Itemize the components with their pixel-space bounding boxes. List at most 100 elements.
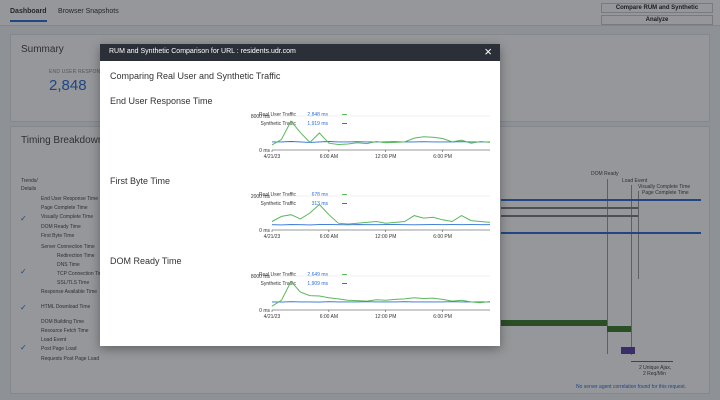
details-label: Details xyxy=(21,186,37,192)
legend-swatch xyxy=(342,274,347,275)
x-tick-label: 6:00 AM xyxy=(320,234,338,240)
summary-metric-label: END USER RESPONSE xyxy=(49,69,108,75)
y-tick-label: 2000 ms xyxy=(251,194,271,200)
check-icon[interactable]: ✓ xyxy=(20,343,27,352)
legend-label: Synthetic Traffic xyxy=(260,201,296,207)
legend-label: Synthetic Traffic xyxy=(260,121,296,127)
timing-row-label: Response Available Time xyxy=(41,289,98,295)
timing-row-label: Post Page Load xyxy=(41,346,77,352)
load-event-line xyxy=(631,185,632,355)
timing-row-label: DNS Time xyxy=(57,262,80,268)
ajax-note: 2 Unique Ajax, xyxy=(639,365,672,371)
legend-synthetic: Synthetic Traffic 1,919 ms xyxy=(218,121,348,128)
tab-browser-snapshots[interactable]: Browser Snapshots xyxy=(58,8,119,15)
x-tick-label: 6:00 PM xyxy=(433,314,452,320)
dom-ready-marker: DOM Ready xyxy=(591,171,619,177)
x-tick-label: 12:00 PM xyxy=(375,314,396,320)
x-tick-label: 4/21/23 xyxy=(264,314,281,320)
legend-value: 678 ms xyxy=(311,192,328,198)
y-tick-label: 0 ms xyxy=(259,308,270,314)
chart-svg: 2000 ms 0 ms4/21/23 6:00 AM 12:00 PM 6:00 PM xyxy=(251,194,491,240)
legend-label: Real User Traffic xyxy=(258,112,296,118)
line-chart: 2000 ms 0 ms 4/21/23 6:00 AM 12:00 PM 6:00 PM xyxy=(245,192,495,240)
page-complete-marker: Page Complete Time xyxy=(642,190,689,196)
real-user-series-line xyxy=(271,280,491,307)
legend-label: Synthetic Traffic xyxy=(260,281,296,287)
legend-real-user: Real User Traffic 678 ms xyxy=(218,192,348,199)
waterfall-bar xyxy=(631,361,673,362)
page-complete-line xyxy=(638,191,639,279)
close-icon[interactable]: × xyxy=(484,44,492,59)
check-icon[interactable]: ✓ xyxy=(20,214,27,223)
x-tick-label: 4/21/23 xyxy=(264,234,281,240)
x-tick-label: 12:00 PM xyxy=(375,234,396,240)
trends-label: Trends/ xyxy=(21,178,38,184)
x-tick-label: 4/21/23 xyxy=(264,154,281,160)
section-title: DOM Ready Time xyxy=(110,256,182,266)
timing-row-label: First Byte Time xyxy=(41,233,75,239)
y-tick-label: 8000 ms xyxy=(251,114,271,120)
legend-value: 313 ms xyxy=(311,201,328,207)
waterfall-bar xyxy=(501,215,638,217)
check-icon[interactable]: ✓ xyxy=(20,303,27,312)
legend-value: 2,848 ms xyxy=(307,112,328,118)
timing-row-label: Visually Complete Time xyxy=(41,214,94,220)
x-tick-label: 6:00 AM xyxy=(320,154,338,160)
timing-row-label: HTML Download Time xyxy=(41,304,91,310)
check-icon[interactable]: ✓ xyxy=(20,267,27,276)
tab-dashboard[interactable]: Dashboard xyxy=(10,8,47,22)
visually-complete-marker: Visually Complete Time xyxy=(638,184,691,190)
timing-row-label: Resource Fetch Time xyxy=(41,328,89,334)
comparison-modal: RUM and Synthetic Comparison for URL : r… xyxy=(100,44,500,346)
compare-rum-synthetic-button[interactable]: Compare RUM and Synthetic xyxy=(601,3,713,13)
y-tick-label: 0 ms xyxy=(259,228,270,234)
timing-row-label: DOM Building Time xyxy=(41,319,85,325)
analyze-button[interactable]: Analyze xyxy=(601,15,713,25)
timing-row-label: Load Event xyxy=(41,337,67,343)
x-tick-label: 6:00 AM xyxy=(320,314,338,320)
legend-swatch xyxy=(342,123,347,124)
waterfall-bar xyxy=(501,232,701,234)
ajax-note: 2 Req/Min xyxy=(643,371,666,377)
y-tick-label: 8000 ms xyxy=(251,274,271,280)
dom-ready-line xyxy=(607,179,608,354)
server-correlation-note: No server agent correlation found for th… xyxy=(576,384,687,390)
x-tick-label: 6:00 PM xyxy=(433,154,452,160)
chart-svg: 8000 ms 0 ms4/21/23 6:00 AM 12:00 PM 6:00 PM xyxy=(251,114,491,160)
section-title: End User Response Time xyxy=(110,96,213,106)
legend-value: 1,919 ms xyxy=(307,121,328,127)
y-tick-label: 0 ms xyxy=(259,148,270,154)
modal-subtitle: Comparing Real User and Synthetic Traffi… xyxy=(110,71,281,81)
timing-row-label: DOM Ready Time xyxy=(41,224,81,230)
legend-value: 2,649 ms xyxy=(307,272,328,278)
real-user-series-line xyxy=(271,120,491,146)
real-user-series-line xyxy=(271,203,491,225)
line-chart: 8000 ms 0 ms 4/21/23 6:00 AM 12:00 PM 6:00 PM xyxy=(245,112,495,160)
timing-row-label: Server Connection Time xyxy=(41,244,95,250)
legend-label: Real User Traffic xyxy=(258,272,296,278)
legend-synthetic: Synthetic Traffic 313 ms xyxy=(218,201,348,208)
modal-header: RUM and Synthetic Comparison for URL : r… xyxy=(100,44,500,61)
load-event-marker: Load Event xyxy=(622,178,648,184)
summary-metric-value: 2,848 xyxy=(49,77,87,94)
timing-breakdown-title: Timing Breakdown xyxy=(21,135,104,146)
legend-label: Real User Traffic xyxy=(258,192,296,198)
timing-row-label: TCP Connection Time xyxy=(57,271,106,277)
legend-swatch xyxy=(342,114,347,115)
legend-swatch xyxy=(342,283,347,284)
timing-row-label: End User Response Time xyxy=(41,196,98,202)
x-tick-label: 12:00 PM xyxy=(375,154,396,160)
waterfall-bar xyxy=(501,320,607,326)
top-navigation: Dashboard Browser Snapshots Compare RUM … xyxy=(0,0,720,26)
x-tick-label: 6:00 PM xyxy=(433,234,452,240)
timing-row-label: Requests Post Page Load xyxy=(41,356,100,362)
timing-row-label: Redirection Time xyxy=(57,253,95,259)
section-title: First Byte Time xyxy=(110,176,171,186)
legend-value: 1,909 ms xyxy=(307,281,328,287)
summary-title: Summary xyxy=(21,44,64,55)
legend-swatch xyxy=(342,194,347,195)
waterfall-bar xyxy=(607,326,631,332)
timing-row-label: Page Complete Time xyxy=(41,205,88,211)
modal-title: RUM and Synthetic Comparison for URL : r… xyxy=(109,48,296,55)
waterfall-bar xyxy=(501,199,701,201)
